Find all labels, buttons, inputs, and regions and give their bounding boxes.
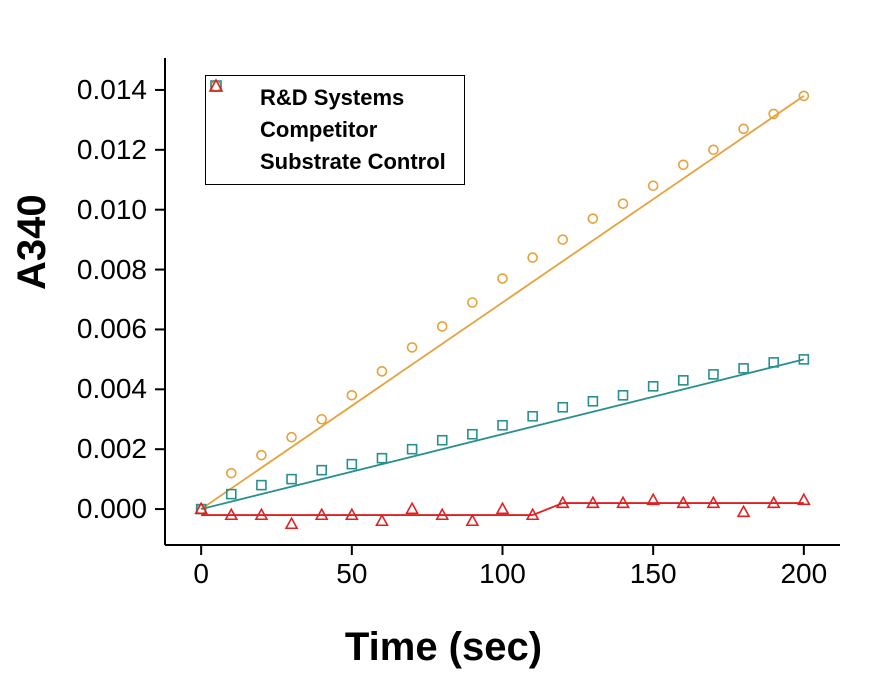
x-tick-label: 150 [623,558,683,590]
legend-row-rd: R&D Systems [216,82,446,114]
y-tick-label: 0.014 [27,74,147,106]
y-tick-label: 0.012 [27,134,147,166]
legend-label-comp: Competitor [260,117,377,143]
chart-container: A340 Time (sec) 0.0000.0020.0040.0060.00… [0,0,887,688]
legend-label-ctrl: Substrate Control [260,149,446,175]
legend-label-rd: R&D Systems [260,85,404,111]
x-tick-label: 50 [322,558,382,590]
y-tick-label: 0.010 [27,194,147,226]
y-tick-label: 0.006 [27,313,147,345]
x-tick-label: 200 [774,558,834,590]
legend-row-comp: Competitor [216,114,446,146]
y-tick-label: 0.008 [27,254,147,286]
legend-row-ctrl: Substrate Control [216,146,446,178]
x-tick-label: 100 [473,558,533,590]
y-tick-label: 0.000 [27,493,147,525]
x-tick-label: 0 [171,558,231,590]
legend: R&D Systems Competitor Substrate Control [205,75,465,185]
y-tick-label: 0.002 [27,433,147,465]
y-tick-label: 0.004 [27,373,147,405]
